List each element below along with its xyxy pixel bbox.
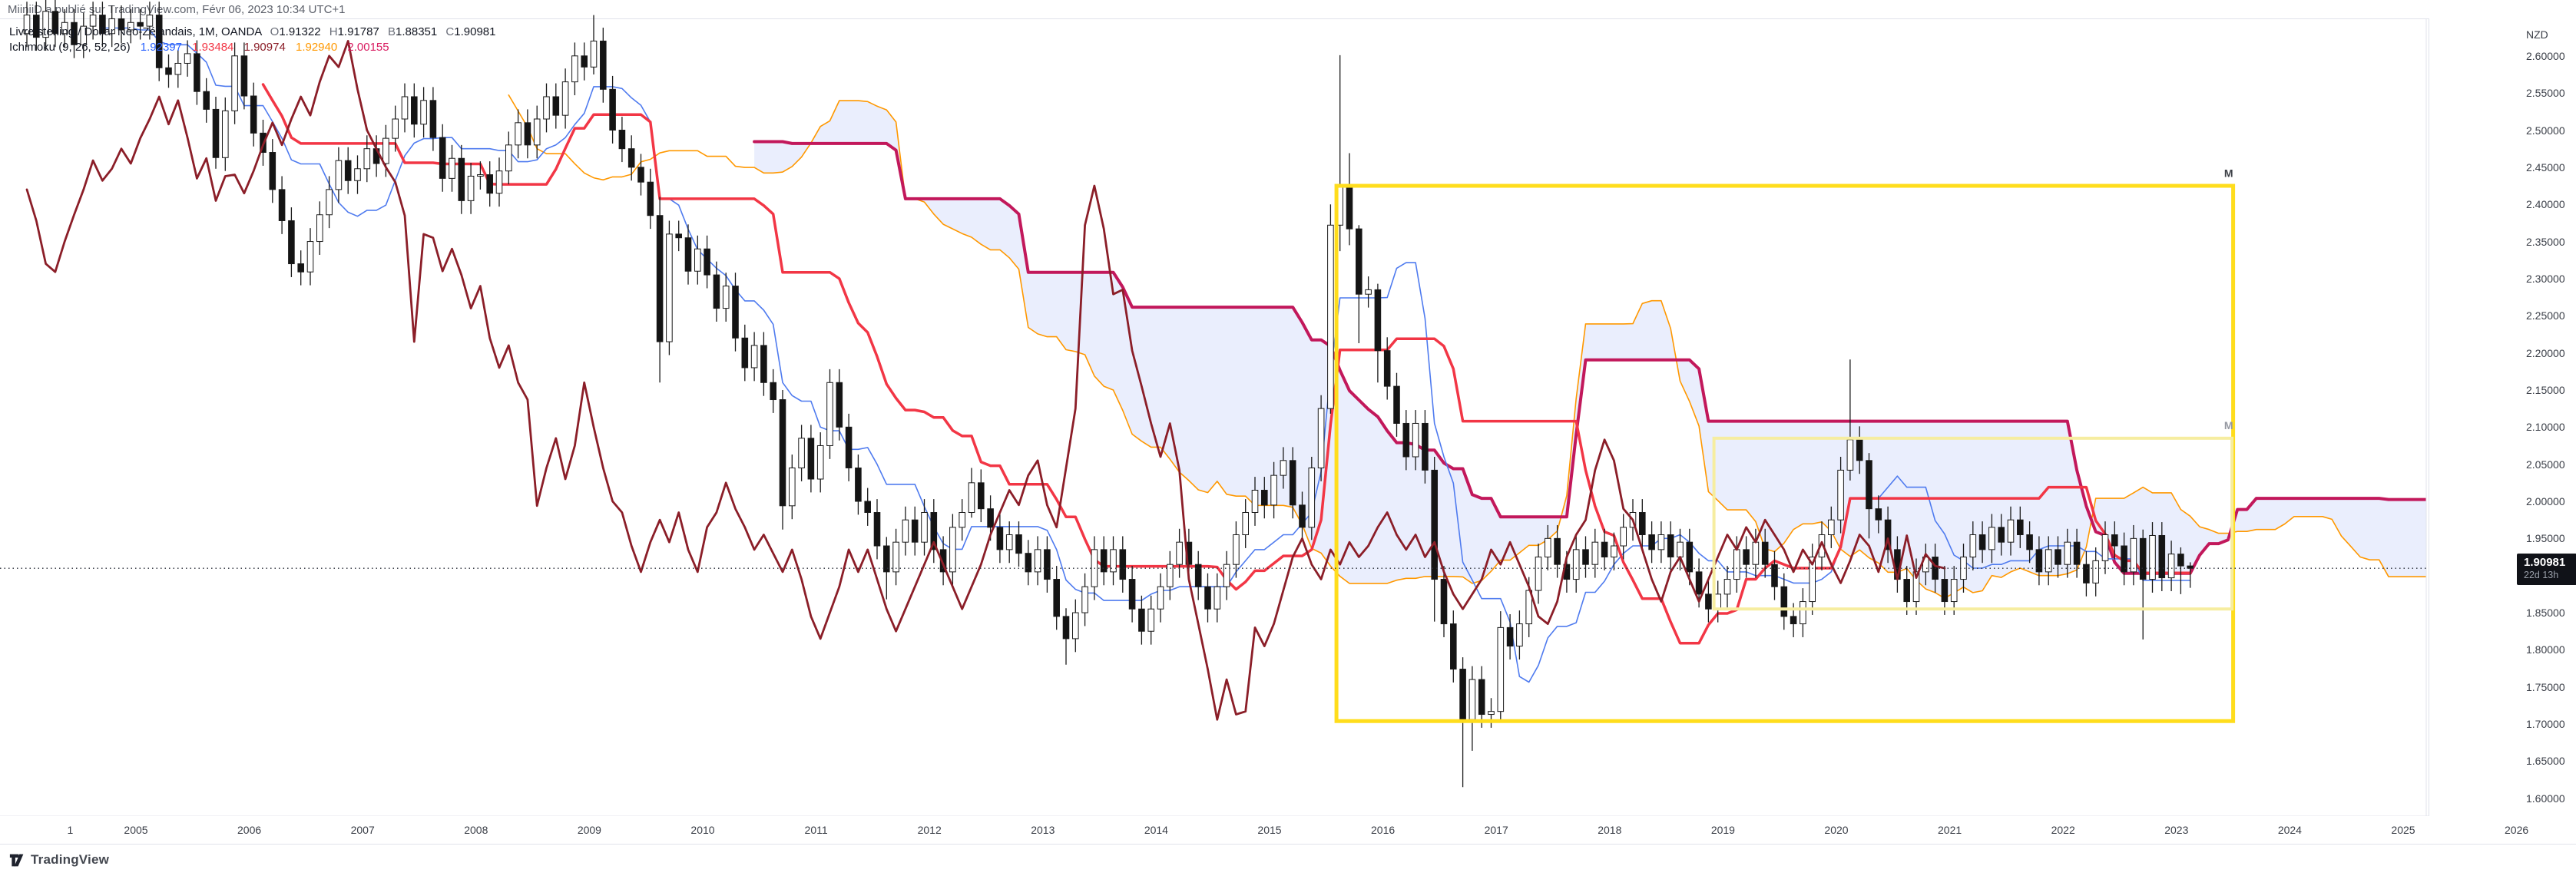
price-axis[interactable]: NZD 2.60000 2.55000 2.50000 2.45000 2.40000 2…: [2429, 18, 2576, 816]
ohlc-close-value: 1.90981: [454, 25, 496, 38]
chikou-line: [25, 40, 1946, 721]
price-tick: 1.95000: [2526, 532, 2565, 545]
year-tick-1: 1: [67, 824, 74, 836]
ohlc-low-label: B: [387, 25, 396, 38]
year-tick-2021: 2021: [1938, 824, 1962, 836]
candles: [23, 0, 2194, 788]
indicator-readout-row: Ichimoku (9, 26, 52, 26) 1.92397 1.93484…: [9, 40, 495, 55]
year-tick-2012: 2012: [917, 824, 942, 836]
ichimoku-tenkan-value: 1.92397: [140, 41, 182, 54]
price-axis-currency: NZD: [2526, 28, 2548, 41]
price-tick: 2.20000: [2526, 346, 2565, 359]
price-tick: 1.85000: [2526, 607, 2565, 620]
ohlc-open-value: 1.91322: [279, 25, 321, 38]
symbol-title-row: Livre sterling / Dollar Néo-Zélandais, 1…: [9, 25, 496, 38]
year-tick-2018: 2018: [1598, 824, 1622, 836]
ichimoku-senkou-a-value: 1.92940: [295, 41, 338, 54]
ichimoku-senkou-b-value: 2.00155: [347, 41, 389, 54]
symbol-name: Livre sterling / Dollar Néo-Zélandais: [9, 25, 193, 38]
letter-annotation-1: M: [2224, 167, 2233, 179]
last-price-tag: 1.90981 22d 13h: [2517, 554, 2576, 585]
year-tick-2006: 2006: [237, 824, 262, 836]
ohlc-low-value: 1.88351: [396, 25, 438, 38]
year-tick-2024: 2024: [2277, 824, 2302, 836]
ichimoku-kijun-value: 1.93484: [192, 41, 234, 54]
year-tick-2008: 2008: [464, 824, 488, 836]
small-yellow-rectangle: [1712, 436, 2234, 611]
year-tick-2014: 2014: [1144, 824, 1168, 836]
year-tick-2016: 2016: [1371, 824, 1396, 836]
publication-header: MiiniiD a publié sur TradingView.com, Fé…: [8, 3, 346, 16]
ohlc-high-label: H: [329, 25, 338, 38]
year-tick-2013: 2013: [1031, 824, 1055, 836]
top-divider: [0, 18, 2576, 19]
year-tick-2026: 2026: [2505, 824, 2529, 836]
year-tick-2010: 2010: [690, 824, 715, 836]
senkou-a-line: [508, 94, 2426, 600]
price-tick: 2.15000: [2526, 383, 2565, 396]
price-tick: 1.60000: [2526, 792, 2565, 805]
price-tick: 1.70000: [2526, 718, 2565, 731]
tradingview-logo-icon[interactable]: [9, 852, 25, 868]
time-axis[interactable]: 1 2005 2006 2007 2008 2009 2010 2011 2012 2013 201…: [0, 817, 2576, 844]
bottom-divider: [0, 844, 2576, 845]
symbol-exchange: OANDA: [220, 25, 262, 38]
ohlc-open-label: O: [270, 25, 280, 38]
price-tick: 2.40000: [2526, 198, 2565, 211]
year-tick-2022: 2022: [2051, 824, 2075, 836]
symbol-header: Livre sterling / Dollar Néo-Zélandais, 1…: [9, 25, 495, 55]
price-tick: 1.65000: [2526, 755, 2565, 768]
price-tick: 2.35000: [2526, 235, 2565, 248]
price-tick: 2.25000: [2526, 309, 2565, 322]
ohlc-close-label: C: [445, 25, 455, 38]
price-tick: 2.60000: [2526, 49, 2565, 62]
footer: TradingView: [9, 848, 109, 871]
price-tick: 1.75000: [2526, 680, 2565, 693]
ohlc-high-value: 1.91787: [337, 25, 379, 38]
ichimoku-chikou-value: 1.90974: [243, 41, 286, 54]
price-tick: 2.55000: [2526, 87, 2565, 100]
year-tick-2015: 2015: [1257, 824, 1282, 836]
year-tick-2005: 2005: [124, 824, 148, 836]
last-price-value: 1.90981: [2524, 556, 2566, 569]
price-tick: 2.00000: [2526, 495, 2565, 507]
year-tick-2017: 2017: [1484, 824, 1508, 836]
year-tick-2007: 2007: [350, 824, 375, 836]
indicator-label: Ichimoku (9, 26, 52, 26): [9, 41, 131, 54]
footer-brand[interactable]: TradingView: [31, 852, 110, 867]
price-tick: 1.80000: [2526, 643, 2565, 656]
price-tick: 2.45000: [2526, 160, 2565, 174]
price-tick: 2.50000: [2526, 124, 2565, 137]
ichimoku-cloud: [754, 101, 2426, 599]
price-tick: 2.30000: [2526, 272, 2565, 285]
year-tick-2011: 2011: [804, 824, 828, 836]
price-tick: 2.10000: [2526, 421, 2565, 434]
symbol-timeframe: 1M: [198, 25, 215, 38]
year-tick-2009: 2009: [577, 824, 601, 836]
year-tick-2019: 2019: [1710, 824, 1735, 836]
bar-countdown: 22d 13h: [2524, 570, 2559, 580]
year-tick-2020: 2020: [1824, 824, 1849, 836]
year-tick-2023: 2023: [2164, 824, 2189, 836]
year-tick-2025: 2025: [2391, 824, 2415, 836]
price-tick: 2.05000: [2526, 458, 2565, 471]
letter-annotation-2: M: [2224, 419, 2233, 431]
